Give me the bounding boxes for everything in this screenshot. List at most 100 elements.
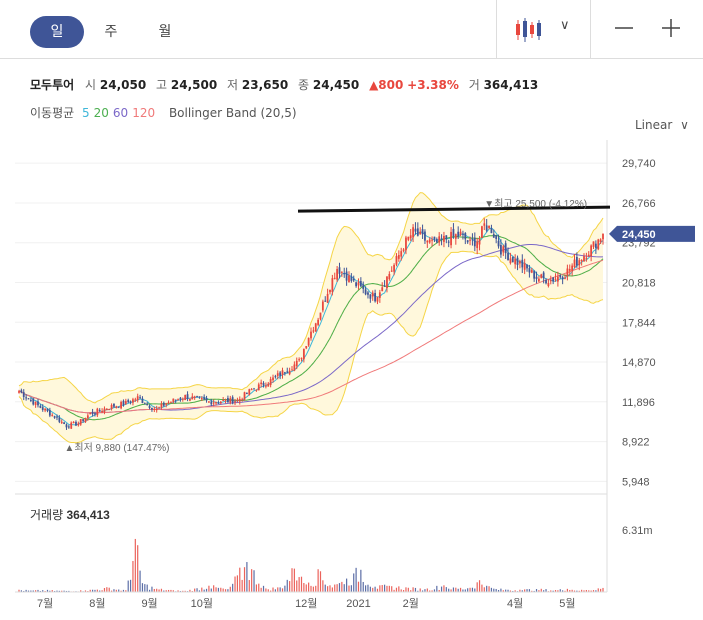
candle-body bbox=[141, 398, 144, 403]
candle-body bbox=[200, 398, 203, 400]
volume-bar bbox=[588, 590, 590, 592]
volume-bar bbox=[552, 590, 554, 592]
price-tick-label: 11,896 bbox=[622, 397, 655, 409]
candle bbox=[440, 234, 443, 246]
volume-bar bbox=[369, 586, 371, 592]
candle-body bbox=[528, 268, 531, 273]
candle bbox=[571, 263, 574, 276]
tab-weekly[interactable]: 주 bbox=[104, 24, 118, 40]
volume-bar bbox=[405, 587, 407, 592]
candle-body bbox=[511, 256, 514, 263]
candle-body bbox=[483, 223, 486, 226]
candle bbox=[348, 271, 350, 283]
candle bbox=[84, 417, 87, 423]
candle bbox=[272, 374, 274, 383]
volume-bar bbox=[239, 567, 241, 592]
volume-bar bbox=[417, 590, 419, 592]
candle-body bbox=[124, 400, 127, 404]
candle bbox=[383, 280, 386, 287]
volume-bar bbox=[455, 587, 457, 592]
candle bbox=[443, 231, 445, 248]
volume-bar bbox=[277, 587, 279, 592]
candle bbox=[34, 401, 37, 408]
volume-bar bbox=[407, 587, 409, 592]
volume-bar bbox=[471, 587, 474, 592]
candle bbox=[241, 397, 244, 402]
candle bbox=[566, 264, 569, 281]
candle bbox=[108, 408, 111, 411]
volume-bar bbox=[103, 588, 106, 592]
candle bbox=[405, 235, 407, 255]
candlestick-type-icon[interactable] bbox=[514, 17, 542, 43]
candle-body bbox=[115, 406, 118, 409]
volume-bar bbox=[160, 588, 163, 592]
candle bbox=[602, 233, 604, 245]
candle-body bbox=[547, 282, 550, 286]
volume-bar bbox=[30, 590, 32, 592]
candle bbox=[300, 357, 303, 362]
time-tick-label: 10월 bbox=[191, 597, 213, 610]
candle-body bbox=[219, 401, 222, 404]
candle bbox=[148, 404, 151, 410]
candle bbox=[466, 240, 469, 244]
candle bbox=[184, 394, 187, 401]
tab-daily[interactable]: 일 bbox=[30, 16, 84, 48]
volume-bar bbox=[39, 590, 41, 592]
candle bbox=[556, 271, 559, 287]
candle bbox=[310, 327, 312, 341]
candle-body bbox=[438, 236, 441, 243]
volume-bar bbox=[23, 590, 25, 592]
candle bbox=[89, 412, 92, 415]
candle bbox=[400, 247, 403, 261]
candle-body bbox=[497, 240, 500, 247]
volume-bar bbox=[132, 560, 134, 592]
chart-type-chevron-down-icon[interactable]: ∨ bbox=[560, 18, 570, 33]
ma-20-label: 20 bbox=[93, 106, 109, 120]
candle bbox=[160, 401, 163, 410]
candle-body bbox=[70, 422, 73, 429]
candle bbox=[77, 421, 80, 427]
candle-body bbox=[542, 272, 545, 279]
candle bbox=[193, 395, 196, 400]
volume-bar bbox=[505, 589, 507, 592]
candle-body bbox=[198, 396, 201, 398]
candle-body bbox=[549, 280, 552, 282]
candle-body bbox=[352, 278, 355, 281]
candle-body bbox=[215, 402, 217, 404]
candle bbox=[136, 393, 139, 403]
candle bbox=[155, 405, 158, 413]
volume-bar bbox=[497, 589, 500, 592]
candle bbox=[540, 273, 543, 279]
candle bbox=[362, 281, 365, 294]
volume-bar bbox=[184, 590, 186, 592]
candle bbox=[115, 405, 118, 409]
candle bbox=[414, 222, 417, 235]
zoom-in-icon[interactable] bbox=[660, 14, 682, 42]
candle-body bbox=[369, 294, 372, 299]
scale-selector[interactable]: Linear ∨ bbox=[635, 118, 689, 132]
volume-bar bbox=[581, 589, 583, 592]
volume-bar bbox=[483, 587, 485, 592]
volume-bar bbox=[96, 589, 98, 592]
candle-body bbox=[445, 235, 448, 240]
candle-body bbox=[357, 282, 360, 286]
candle-body bbox=[110, 405, 113, 409]
volume-bar bbox=[585, 589, 587, 592]
volume-bar bbox=[241, 579, 243, 592]
candle-body bbox=[450, 231, 452, 246]
candle bbox=[485, 219, 488, 233]
volume-bar bbox=[440, 586, 443, 592]
volume-bar bbox=[495, 588, 497, 592]
candle bbox=[70, 421, 73, 430]
candle bbox=[393, 263, 395, 276]
candle-body bbox=[329, 289, 331, 293]
price-axis: 29,74026,76623,79220,81817,84414,87011,8… bbox=[609, 158, 695, 488]
tab-monthly[interactable]: 월 bbox=[158, 24, 172, 40]
candle-body bbox=[295, 360, 298, 366]
volume-bar bbox=[365, 585, 367, 592]
candle-body bbox=[564, 277, 566, 279]
candle-body bbox=[583, 256, 585, 262]
zoom-out-icon[interactable] bbox=[614, 14, 634, 42]
candle-body bbox=[317, 319, 320, 325]
volume-bar bbox=[526, 589, 528, 592]
